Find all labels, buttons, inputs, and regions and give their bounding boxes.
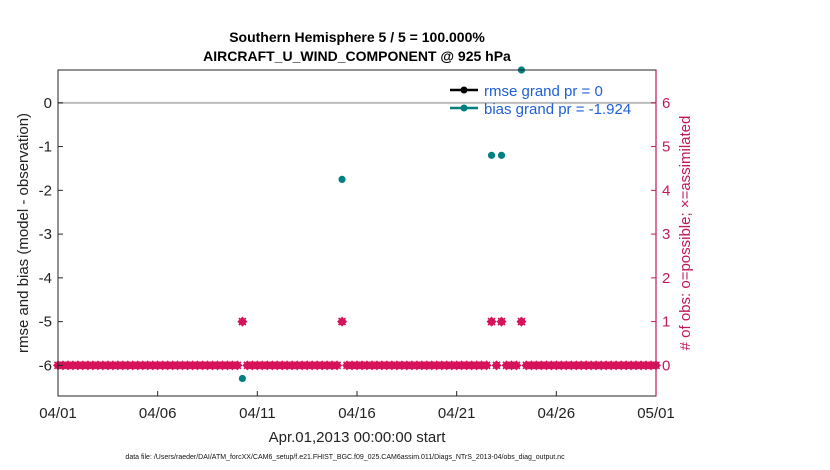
bias-point <box>338 175 346 183</box>
x-tick-label: 04/26 <box>538 405 576 422</box>
x-axis-label: Apr.01,2013 00:00:00 start <box>269 429 447 446</box>
x-tick-label: 04/16 <box>338 405 376 422</box>
legend-rmse-marker <box>460 86 468 94</box>
x-tick-label: 05/01 <box>637 405 675 422</box>
legend: rmse grand pr = 0 bias grand pr = -1.924 <box>450 83 631 118</box>
obs-assimilated-marker <box>497 317 506 326</box>
x-tick-label: 04/06 <box>139 405 177 422</box>
right-y-tick-label: 5 <box>662 139 670 156</box>
bias-point <box>497 151 506 159</box>
chart-title: Southern Hemisphere 5 / 5 = 100.000% <box>229 29 485 45</box>
bias-point <box>487 151 496 159</box>
right-y-tick-label: 0 <box>662 357 670 374</box>
right-y-tick-label: 3 <box>662 226 670 243</box>
x-axis: 04/01 04/06 04/11 04/16 04/21 04/26 05/01 <box>39 391 675 422</box>
right-y-axis-label: # of obs: o=possible; ×=assimilated <box>677 116 694 351</box>
obs-assimilated-marker <box>482 361 491 370</box>
y-tick-label: -1 <box>39 139 52 156</box>
x-tick-label: 04/01 <box>39 405 77 422</box>
y-tick-label: 0 <box>44 95 52 112</box>
y-tick-label: -6 <box>39 357 52 374</box>
legend-rmse-label: rmse grand pr = 0 <box>484 83 603 100</box>
obs-assimilated-marker <box>492 361 501 370</box>
data-file-footnote: data file: /Users/raeder/DAI/ATM_forcXX/… <box>125 454 565 461</box>
left-y-axis: 0 -1 -2 -3 -4 -5 -6 <box>39 95 63 374</box>
obs-assimilated-marker <box>517 317 526 326</box>
chart-subtitle: AIRCRAFT_U_WIND_COMPONENT @ 925 hPa <box>203 48 511 64</box>
x-tick-label: 04/11 <box>239 405 275 422</box>
right-y-tick-label: 2 <box>662 270 670 287</box>
right-y-tick-label: 1 <box>662 314 670 331</box>
y-tick-label: -4 <box>39 270 52 287</box>
obs-assimilated-marker <box>238 317 247 326</box>
obs-assimilated-marker <box>337 317 347 326</box>
plot-area <box>58 70 656 396</box>
bias-point <box>238 374 246 383</box>
obs-assimilated-marker <box>487 317 496 326</box>
observation-count-series <box>53 316 661 371</box>
obs-assimilated-marker <box>233 361 242 370</box>
right-y-axis: 0 1 2 3 4 5 6 <box>651 70 670 396</box>
legend-bias-marker <box>460 104 468 112</box>
x-tick-label: 04/21 <box>438 405 476 422</box>
y-tick-label: -3 <box>39 226 52 243</box>
obs-assimilated-marker <box>512 361 521 370</box>
legend-bias-label: bias grand pr = -1.924 <box>484 101 631 118</box>
y-tick-label: -2 <box>39 182 52 199</box>
right-y-tick-label: 4 <box>662 182 670 199</box>
left-y-axis-label: rmse and bias (model - observation) <box>15 113 32 353</box>
y-tick-label: -5 <box>39 314 52 331</box>
obs-assimilated-marker <box>333 361 342 370</box>
right-y-tick-label: 6 <box>662 95 670 112</box>
